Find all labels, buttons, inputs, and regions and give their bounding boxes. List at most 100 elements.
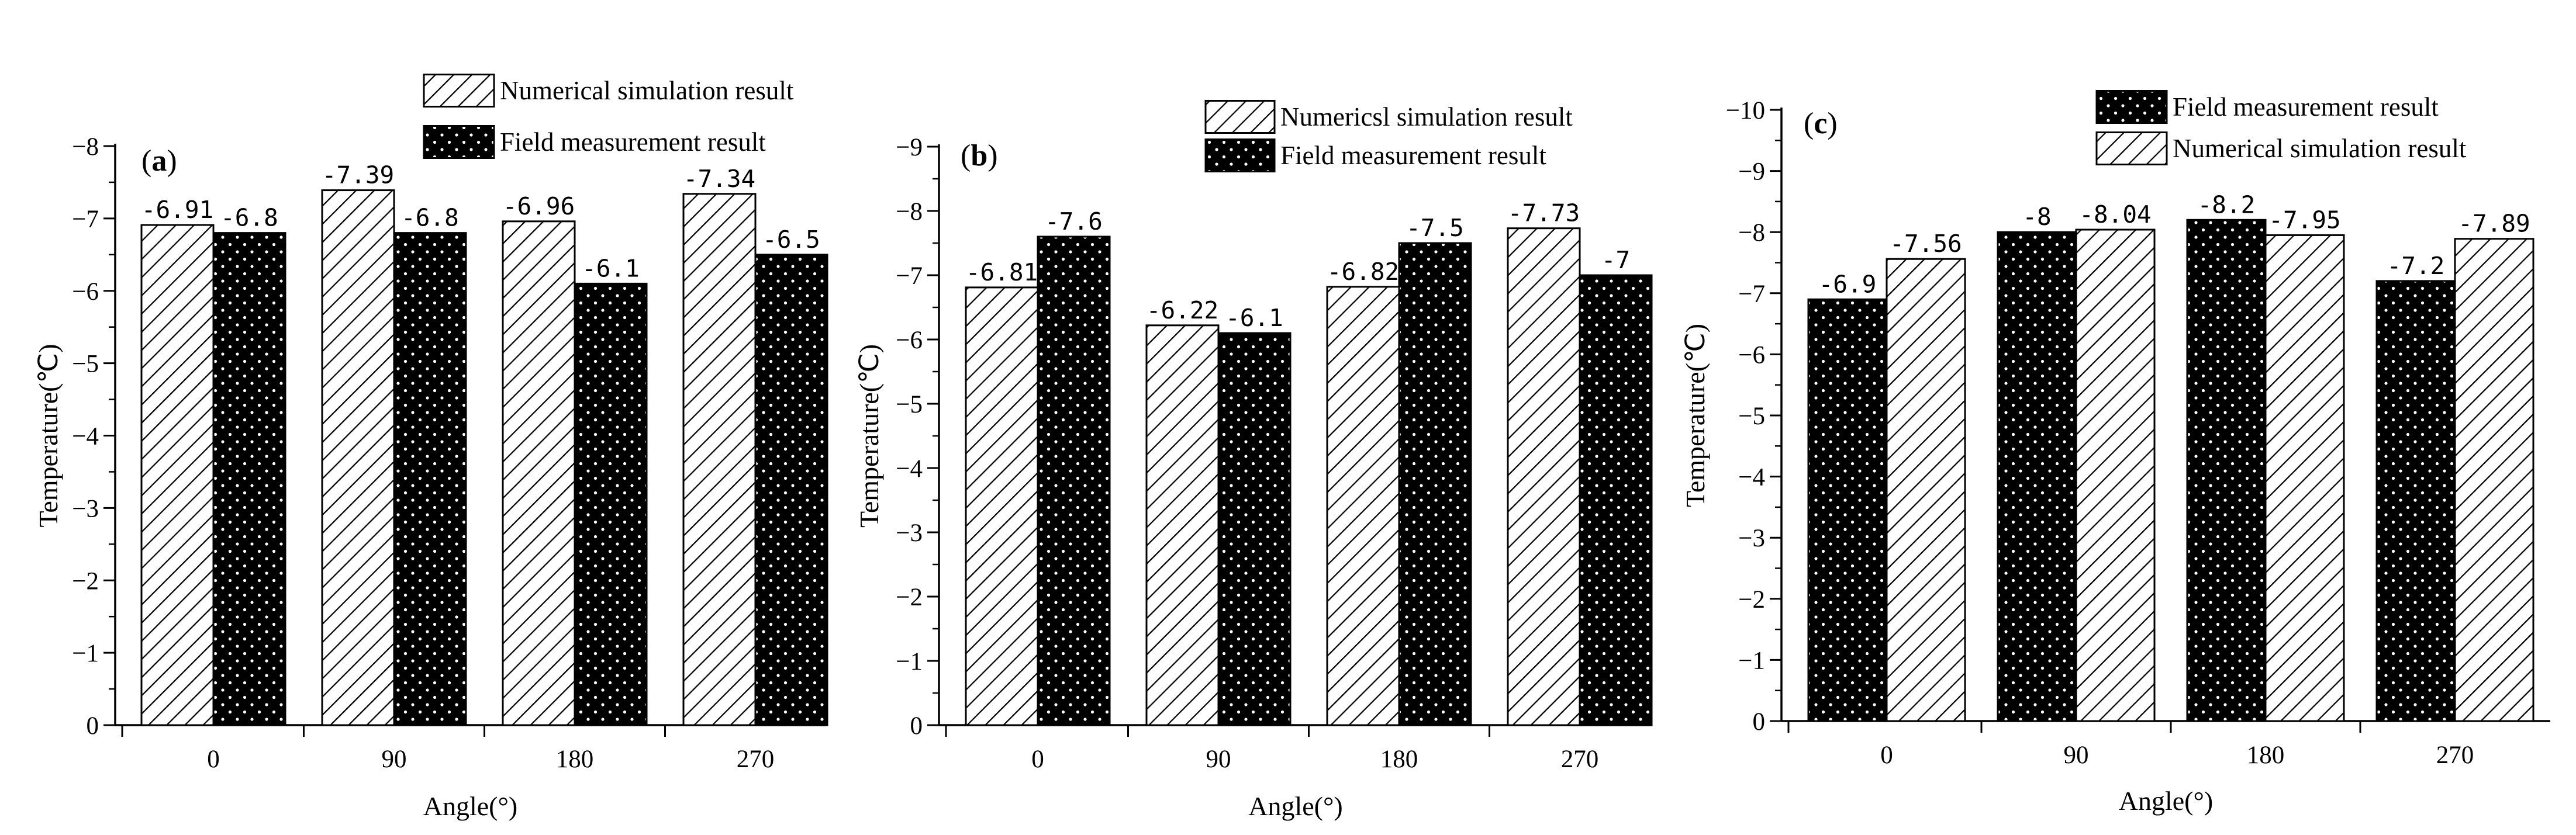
data-label: -7 xyxy=(1601,246,1630,274)
y-tick-label: −5 xyxy=(72,351,99,378)
y-tick-label: −4 xyxy=(1738,464,1765,491)
bar-dots-180 xyxy=(2186,219,2267,722)
y-tick-label: 0 xyxy=(1753,708,1766,736)
y-tick-label: −7 xyxy=(896,262,923,290)
bar-dots-90 xyxy=(393,232,467,726)
y-axis-title: Temperature(℃) xyxy=(33,344,63,527)
data-label: -7.34 xyxy=(683,165,755,193)
y-tick-label: 0 xyxy=(87,712,99,740)
y-tick-label: −4 xyxy=(72,423,99,451)
data-label: -7.73 xyxy=(1508,199,1580,227)
bar-dots-270 xyxy=(754,254,828,726)
data-label: -6.82 xyxy=(1327,258,1399,286)
y-tick-label: −5 xyxy=(896,391,923,418)
x-axis-title: Angle(°) xyxy=(423,791,517,821)
y-tick-label: −9 xyxy=(896,134,923,161)
data-label: -7.5 xyxy=(1406,214,1464,242)
y-tick-label: −2 xyxy=(1738,586,1765,614)
data-label: -7.95 xyxy=(2268,206,2340,234)
bar-hatch-180 xyxy=(2264,234,2345,722)
y-tick-label: 0 xyxy=(910,712,923,740)
y-tick-label: −3 xyxy=(1738,525,1765,552)
bar-hatch-180 xyxy=(502,220,576,726)
y-tick-label: −2 xyxy=(72,567,99,595)
data-label: -6.96 xyxy=(503,192,575,220)
x-axis-title: Angle(°) xyxy=(2119,786,2213,816)
y-tick-label: −7 xyxy=(1738,280,1765,308)
legend: Field measurement result Numerical simula… xyxy=(2095,90,2467,165)
bar-hatch-90 xyxy=(1145,324,1220,726)
bar-dots-90 xyxy=(1217,332,1292,726)
legend-swatch-dots xyxy=(2095,90,2168,124)
y-tick-label: −2 xyxy=(896,584,923,611)
y-tick-label: −4 xyxy=(896,455,923,483)
legend-label: Field measurement result xyxy=(500,127,766,157)
x-tick-label: 90 xyxy=(2064,742,2089,769)
legend-label: Numericsl simulation result xyxy=(1280,102,1573,131)
data-label: -6.8 xyxy=(220,204,278,232)
bar-hatch-0 xyxy=(965,286,1039,726)
data-label: -6.1 xyxy=(582,254,640,282)
y-tick-label: −10 xyxy=(1726,97,1765,124)
data-label: -7.56 xyxy=(1890,230,1962,258)
x-tick-label: 90 xyxy=(382,746,407,773)
y-tick-label: −9 xyxy=(1738,158,1765,186)
x-tick-label: 0 xyxy=(1880,742,1893,769)
legend-label: Numerical simulation result xyxy=(500,76,794,105)
panel-label: (b) xyxy=(961,139,998,172)
y-tick-label: −8 xyxy=(1738,219,1765,247)
x-axis-title: Angle(°) xyxy=(1248,791,1342,821)
legend: Numericsl simulation result Field measure… xyxy=(1204,100,1573,172)
data-label: -6.91 xyxy=(141,196,213,224)
data-label: -8.04 xyxy=(2079,200,2151,228)
bar-hatch-90 xyxy=(2075,228,2156,722)
bar-hatch-270 xyxy=(2454,238,2534,722)
bar-dots-180 xyxy=(574,282,648,726)
x-tick-label: 270 xyxy=(737,746,775,773)
y-tick-label: −5 xyxy=(1738,403,1765,430)
bar-dots-180 xyxy=(1398,242,1472,726)
y-tick-label: −6 xyxy=(896,327,923,354)
data-label: -6.22 xyxy=(1147,296,1218,324)
y-tick-label: −6 xyxy=(1738,341,1765,369)
data-label: -7.6 xyxy=(1045,207,1103,235)
y-tick-label: −1 xyxy=(72,640,99,667)
data-label: -7.89 xyxy=(2458,210,2530,238)
data-label: -6.1 xyxy=(1225,304,1283,332)
bar-hatch-270 xyxy=(1507,227,1581,726)
bar-dots-0 xyxy=(212,232,286,726)
legend-label: Field measurement result xyxy=(1280,141,1546,170)
y-axis-title: Temperature(℃) xyxy=(1680,324,1710,507)
bar-hatch-90 xyxy=(321,189,395,726)
x-tick-label: 0 xyxy=(1031,746,1044,773)
bar-hatch-180 xyxy=(1326,286,1400,726)
chart-c: 0 −1 −2 −3 −4 −5 −6 −7 −8 −9 −10 0 90 180 270 -6.9 -8 -8.… xyxy=(1680,90,2550,816)
chart-a: 0 −1 −2 −3 −4 −5 −6 −7 −8 0 90 180 270 -6.91 -7.39 -6.9… xyxy=(33,74,828,821)
data-label: -8.2 xyxy=(2198,190,2256,219)
data-label: -8 xyxy=(2022,203,2051,231)
y-tick-label: −1 xyxy=(1738,647,1765,674)
legend: Numerical simulation result Field measure… xyxy=(423,74,794,159)
y-tick-label: −1 xyxy=(896,648,923,675)
bar-hatch-270 xyxy=(682,193,757,726)
legend-swatch-dots xyxy=(423,125,495,159)
y-tick-label: −3 xyxy=(72,495,99,522)
bar-dots-270 xyxy=(1579,274,1653,726)
y-tick-label: −6 xyxy=(72,278,99,306)
legend-label: Field measurement result xyxy=(2173,92,2439,122)
panel-label: (a) xyxy=(141,144,177,178)
bar-dots-90 xyxy=(1997,231,2077,722)
x-tick-label: 180 xyxy=(1380,746,1418,773)
legend-label: Numerical simulation result xyxy=(2173,134,2467,163)
data-label: -6.81 xyxy=(966,258,1038,286)
x-tick-label: 270 xyxy=(1561,746,1599,773)
legend-swatch-dots xyxy=(1204,138,1276,172)
bar-dots-0 xyxy=(1807,298,1888,722)
y-tick-label: −3 xyxy=(896,519,923,547)
x-tick-label: 0 xyxy=(207,746,220,773)
bar-hatch-0 xyxy=(140,224,215,726)
bar-hatch-0 xyxy=(1886,258,1966,722)
legend-swatch-hatch xyxy=(423,74,495,108)
